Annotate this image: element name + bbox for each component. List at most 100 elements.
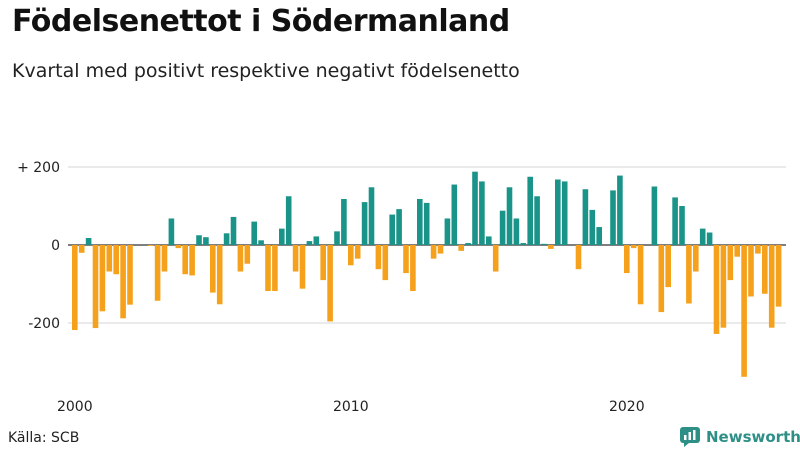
- bar-negative: 2020 K2: -8: [630, 245, 637, 249]
- bar-positive: 2011 K3: 78: [389, 214, 395, 245]
- bar-negative: 2001 K3: -75: [113, 245, 119, 275]
- bar-positive: 2022 K1: 100: [679, 206, 685, 245]
- bar-negative: 2008 K2: -112: [299, 245, 306, 289]
- chart-subtitle: Kvartal med positivt respektive negativt…: [12, 60, 520, 82]
- bar-positive: 2014 K3: 188: [472, 171, 478, 245]
- bars: 2000 K1: -2182000 K2: -202000 K3: 182000…: [72, 171, 782, 377]
- bar-positive: 2010 K4: 148: [368, 187, 375, 245]
- bar-positive: 2014 K2: 5: [465, 243, 471, 245]
- bar-positive: 2006 K4: 12: [258, 240, 264, 245]
- bar-negative: 2020 K3: -152: [637, 245, 644, 305]
- bar-negative: 2015 K2: -68: [492, 245, 499, 272]
- x-tick-label: 2020: [609, 399, 645, 415]
- bar-negative: 2023 K4: -90: [727, 245, 734, 281]
- newsworthy-logo-icon: [680, 427, 700, 447]
- bar-positive: 2015 K3: 88: [499, 210, 506, 245]
- bar-negative: 2014 K1: -15: [458, 245, 464, 251]
- bar-negative: 2021 K3: -108: [665, 245, 671, 288]
- bar-positive: 2013 K4: 155: [451, 184, 458, 245]
- y-tick-label: 0: [51, 238, 60, 254]
- bar-positive: 2021 K1: 150: [651, 186, 658, 245]
- bar-positive: 2004 K4: 20: [203, 237, 209, 245]
- bar-positive: 2007 K4: 125: [285, 196, 292, 245]
- bar-positive: 2023 K1: 32: [706, 232, 713, 245]
- bar-positive: 2009 K4: 118: [341, 198, 347, 245]
- bar-positive: 2014 K4: 163: [479, 181, 485, 245]
- bar-negative: 2023 K2: -228: [713, 245, 720, 334]
- bar-positive: 2015 K4: 148: [506, 187, 513, 245]
- bar-chart: 2000 K1: -2182000 K2: -202000 K3: 182000…: [17, 160, 786, 415]
- bar-negative: 2008 K1: -68: [292, 245, 299, 272]
- bar-negative: 2004 K2: -78: [189, 245, 195, 276]
- bar-negative: 2000 K4: -213: [92, 245, 99, 329]
- bar-negative: 2022 K3: -68: [693, 245, 699, 272]
- bar-negative: 2005 K1: -122: [210, 245, 216, 293]
- bar-negative: 2001 K2: -68: [106, 245, 113, 272]
- bar-negative: 2007 K2: -118: [272, 245, 278, 292]
- bar-positive: 2008 K4: 22: [313, 236, 320, 245]
- bar-positive: 2011 K4: 92: [396, 209, 402, 245]
- bar-positive: 2019 K3: 140: [610, 190, 616, 245]
- brand: Newsworthy: [680, 427, 800, 447]
- bar-negative: 2025 K1: -125: [762, 245, 768, 294]
- bar-negative: 2000 K1: -218: [72, 245, 78, 331]
- bar-positive: 2003 K3: 68: [168, 218, 175, 245]
- bar-negative: 2021 K2: -172: [658, 245, 665, 313]
- bar-negative: 2013 K2: -22: [437, 245, 444, 254]
- bar-negative: 2023 K3: -212: [720, 245, 727, 328]
- bar-negative: 2010 K1: -52: [348, 245, 354, 266]
- chart-title: Födelsenettot i Södermanland: [12, 4, 510, 39]
- bar-negative: 2007 K1: -118: [265, 245, 271, 292]
- bar-negative: 2013 K1: -35: [430, 245, 437, 259]
- bar-negative: 2006 K2: -48: [244, 245, 251, 264]
- bar-positive: 2000 K3: 18: [85, 237, 92, 245]
- bar-negative: 2011 K2: -90: [382, 245, 389, 281]
- bar-positive: 2018 K4: 90: [589, 209, 596, 245]
- bar-negative: 2017 K2: -10: [548, 245, 554, 249]
- bar-negative: 2001 K1: -170: [99, 245, 106, 312]
- bar-positive: 2019 K1: 46: [596, 227, 602, 245]
- bar-negative: 2011 K1: -62: [375, 245, 382, 270]
- x-axis-ticks: 2000 2010 2020: [57, 399, 645, 415]
- bar-negative: 2010 K2: -35: [354, 245, 361, 259]
- bar-positive: 2021 K4: 122: [672, 197, 678, 245]
- bar-positive: 2019 K4: 178: [617, 175, 623, 245]
- bar-positive: 2009 K3: 35: [334, 231, 340, 245]
- bar-positive: 2016 K2: 5: [520, 243, 527, 245]
- bar-negative: 2004 K1: -75: [182, 245, 188, 275]
- x-tick-label: 2010: [333, 399, 369, 415]
- bar-positive: 2016 K3: 175: [527, 176, 533, 245]
- bar-negative: 2025 K3: -158: [775, 245, 782, 307]
- bar-positive: 2018 K3: 143: [582, 189, 589, 245]
- bar-positive: 2008 K3: 10: [306, 241, 313, 245]
- brand-name: Newsworthy: [706, 428, 800, 446]
- bar-positive: 2005 K4: 72: [230, 216, 237, 245]
- bar-negative: 2001 K4: -188: [120, 245, 126, 319]
- x-tick-label: 2000: [57, 399, 93, 415]
- bar-negative: 2012 K2: -118: [410, 245, 416, 292]
- bar-positive: 2010 K3: 110: [361, 202, 368, 245]
- bar-negative: 2003 K4: -8: [175, 245, 182, 249]
- source-note: Källa: SCB: [8, 430, 80, 446]
- y-axis-ticks: + 200 0 -200: [17, 160, 60, 332]
- bar-positive: 2017 K4: 163: [561, 181, 568, 245]
- bar-negative: 2018 K2: -62: [575, 245, 582, 270]
- y-tick-label: -200: [28, 316, 60, 332]
- bar-positive: 2022 K4: 42: [699, 228, 706, 245]
- bar-positive: 2016 K4: 125: [534, 196, 540, 245]
- bar-negative: 2006 K1: -68: [237, 245, 244, 272]
- bar-positive: 2012 K3: 118: [417, 198, 423, 245]
- bar-positive: 2007 K3: 42: [279, 228, 285, 245]
- bar-negative: 2009 K2: -196: [327, 245, 333, 322]
- bar-positive: 2005 K3: 30: [223, 233, 230, 245]
- bar-negative: 2024 K1: -30: [734, 245, 740, 257]
- bar-negative: 2003 K2: -68: [161, 245, 168, 272]
- bar-negative: 2003 K1: -143: [154, 245, 161, 301]
- bar-negative: 2012 K1: -72: [403, 245, 409, 274]
- bar-positive: 2017 K3: 168: [555, 179, 561, 245]
- bar-positive: 2015 K1: 22: [486, 236, 492, 245]
- bar-negative: 2025 K2: -212: [768, 245, 775, 328]
- bar-positive: 2004 K3: 25: [196, 235, 202, 245]
